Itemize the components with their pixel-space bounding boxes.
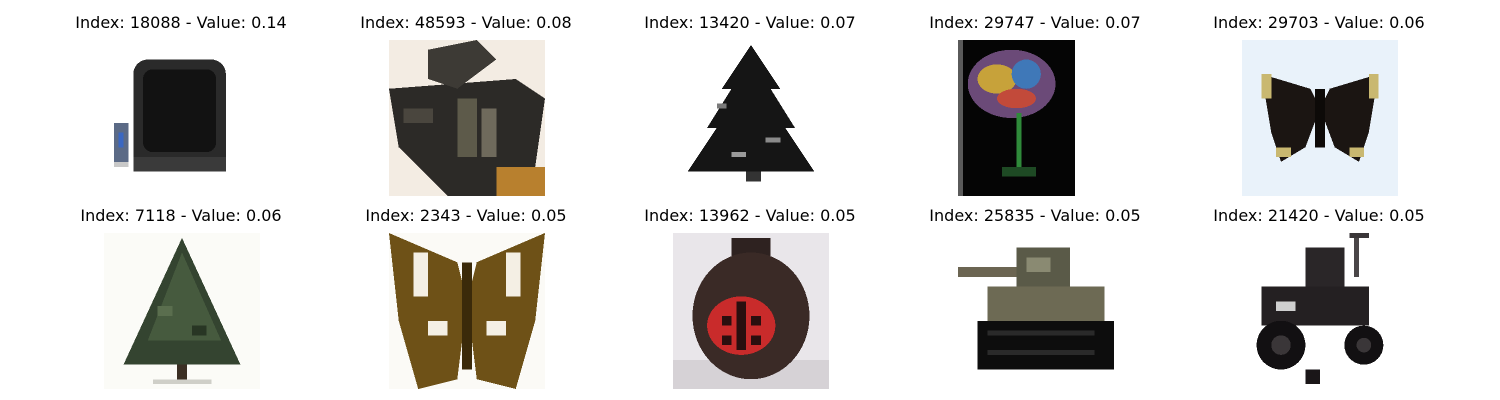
panel-title: Index: 25835 - Value: 0.05 bbox=[929, 206, 1141, 225]
image-panel-18088: Index: 18088 - Value: 0.14 bbox=[56, 13, 306, 203]
image-panel-2343: Index: 2343 - Value: 0.05 bbox=[341, 206, 591, 396]
image-panel-13420: Index: 13420 - Value: 0.07 bbox=[625, 13, 875, 203]
image-panel-29703: Index: 29703 - Value: 0.06 bbox=[1194, 13, 1444, 203]
tank-thumbnail bbox=[389, 40, 545, 196]
tree-thumbnail bbox=[104, 233, 260, 389]
flower-thumbnail bbox=[958, 40, 1114, 196]
image-panel-21420: Index: 21420 - Value: 0.05 bbox=[1194, 206, 1444, 396]
panel-title: Index: 29703 - Value: 0.06 bbox=[1213, 13, 1425, 32]
image-panel-25835: Index: 25835 - Value: 0.05 bbox=[910, 206, 1160, 396]
image-panel-48593: Index: 48593 - Value: 0.08 bbox=[341, 13, 591, 203]
tank-thumbnail bbox=[958, 233, 1114, 389]
panel-title: Index: 7118 - Value: 0.06 bbox=[80, 206, 282, 225]
image-panel-13962: Index: 13962 - Value: 0.05 bbox=[625, 206, 875, 396]
television-thumbnail bbox=[104, 40, 260, 196]
image-panel-7118: Index: 7118 - Value: 0.06 bbox=[56, 206, 306, 396]
panel-title: Index: 29747 - Value: 0.07 bbox=[929, 13, 1141, 32]
panel-title: Index: 48593 - Value: 0.08 bbox=[360, 13, 572, 32]
butterfly-thumbnail bbox=[1242, 40, 1398, 196]
panel-title: Index: 13962 - Value: 0.05 bbox=[644, 206, 856, 225]
panel-title: Index: 2343 - Value: 0.05 bbox=[365, 206, 567, 225]
ladybug-jar-thumbnail bbox=[673, 233, 829, 389]
image-panel-29747: Index: 29747 - Value: 0.07 bbox=[910, 13, 1160, 203]
tree-thumbnail bbox=[673, 40, 829, 196]
panel-title: Index: 13420 - Value: 0.07 bbox=[644, 13, 856, 32]
lawn-mower-thumbnail bbox=[1242, 233, 1398, 389]
butterfly-thumbnail bbox=[389, 233, 545, 389]
panel-title: Index: 18088 - Value: 0.14 bbox=[75, 13, 287, 32]
panel-title: Index: 21420 - Value: 0.05 bbox=[1213, 206, 1425, 225]
